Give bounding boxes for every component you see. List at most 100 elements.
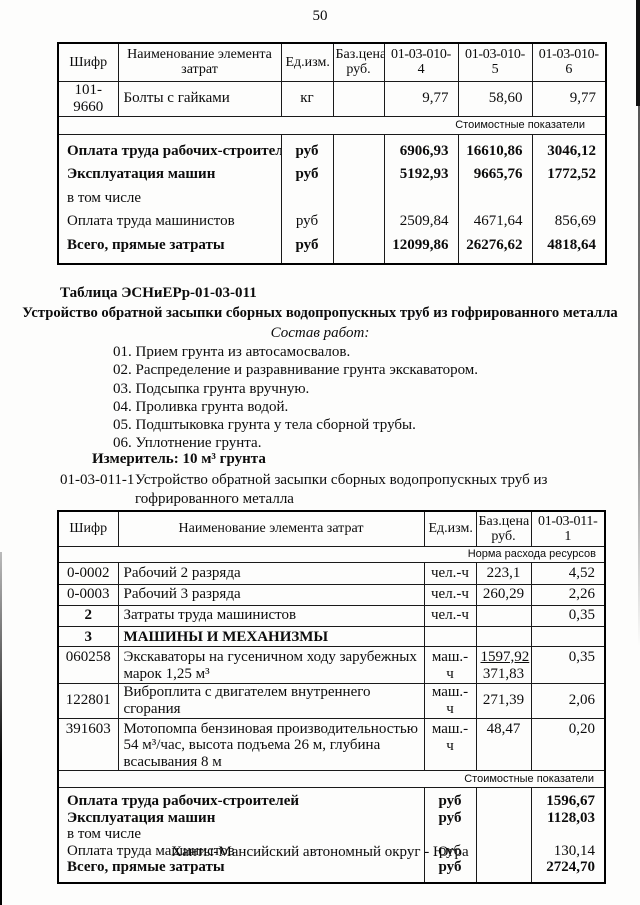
row-value: 0,35	[530, 604, 606, 627]
cost-units: руб руб руб руб	[423, 787, 477, 883]
cost-band-label: Стоимостные показатели	[58, 770, 605, 788]
row-value: 2,06	[530, 682, 606, 719]
row-name: Рабочий 3 разряда	[117, 583, 425, 606]
col-header-norm-2: 01-03-010-5	[457, 42, 533, 82]
row-code: 2	[57, 604, 119, 627]
row-unit: чел.-ч	[423, 604, 477, 627]
table-row: Стоимостные показатели	[58, 115, 606, 135]
row-name: Экскаваторы на гусеничном ходу зарубежны…	[117, 645, 425, 684]
row-code: 0-0003	[57, 583, 119, 606]
cost-base-price-empty	[332, 133, 385, 265]
row-code: 3	[57, 625, 119, 647]
row-code: 060258	[57, 645, 119, 684]
resource-base-price	[332, 80, 385, 117]
row-unit: маш.-ч	[423, 645, 477, 684]
row-unit: маш.-ч	[423, 682, 477, 719]
col-header-norm-1: 01-03-010-4	[383, 42, 459, 82]
row-code: 0-0002	[57, 561, 119, 585]
work-item: 06. Уплотнение грунта.	[113, 435, 262, 452]
table-row: 0-0003 Рабочий 3 разряда чел.-ч 260,29 2…	[57, 583, 606, 606]
resource-value-3: 9,77	[531, 80, 607, 117]
table-01-03-010: Шифр Наименование элемента затрат Ед.изм…	[57, 42, 607, 265]
meter-label: Измеритель: 10 м³ грунта	[92, 451, 266, 467]
table-row: 060258 Экскаваторы на гусеничном ходу за…	[57, 645, 606, 684]
row-name: Мотопомпа бензиновая производительностью…	[117, 717, 425, 771]
work-item: 04. Проливка грунта водой.	[113, 398, 289, 415]
table-row: Шифр Наименование элемента затрат Ед.изм…	[57, 42, 607, 82]
table-row: 122801 Виброплита с двигателем внутренне…	[57, 682, 606, 719]
row-value: 2,26	[530, 583, 606, 606]
row-unit: чел.-ч	[423, 561, 477, 585]
work-item: 02. Распределение и разравнивание грунта…	[113, 362, 479, 379]
col-header-code: Шифр	[57, 510, 119, 547]
page-number: 50	[312, 8, 328, 24]
scan-edge-right	[638, 106, 640, 646]
row-name: Затраты труда машинистов	[117, 604, 425, 627]
table-row: 101-9660 Болты с гайками кг 9,77 58,60 9…	[57, 80, 607, 117]
table-row: Шифр Наименование элемента затрат Ед.изм…	[57, 510, 606, 547]
table-row: 2 Затраты труда машинистов чел.-ч 0,35	[57, 604, 606, 627]
norm-item-code: 01-03-011-1	[60, 472, 135, 488]
cost-labels: Оплата труда рабочих-строителей Эксплуат…	[57, 133, 282, 265]
row-name: Виброплита с двигателем внутреннего сгор…	[117, 682, 425, 719]
table-row: Оплата труда рабочих-строителей Эксплуат…	[57, 133, 607, 265]
scan-edge-left	[0, 552, 2, 905]
row-price: 1597,92 371,83	[475, 645, 532, 684]
row-value: 4,52	[530, 561, 606, 585]
resource-value-1: 9,77	[383, 80, 459, 117]
col-header-base-price: Баз.цена руб.	[332, 42, 385, 82]
row-value: 0,20	[530, 717, 606, 771]
row-value	[530, 625, 606, 647]
section-title: Устройство обратной засыпки сборных водо…	[22, 305, 618, 321]
row-unit: чел.-ч	[423, 583, 477, 606]
row-name: МАШИНЫ И МЕХАНИЗМЫ	[117, 625, 425, 647]
resource-code: 101-9660	[57, 80, 119, 117]
row-price	[475, 625, 532, 647]
norm-item: 01-03-011-1 Устройство обратной засыпки …	[60, 471, 597, 509]
col-header-code: Шифр	[57, 42, 119, 82]
row-price: 271,39	[475, 682, 532, 719]
row-code: 122801	[57, 682, 119, 719]
col-header-name: Наименование элемента затрат	[117, 42, 282, 82]
col-header-unit: Ед.изм.	[280, 42, 334, 82]
page-footer: Ханты-Мансийский автономный округ - Югра	[171, 844, 469, 860]
table-row: Стоимостные показатели	[58, 770, 605, 788]
table-row: 391603 Мотопомпа бензиновая производител…	[57, 717, 606, 771]
table-row: 3 МАШИНЫ И МЕХАНИЗМЫ	[57, 625, 606, 647]
resource-name: Болты с гайками	[117, 80, 282, 117]
col-header-base-price: Баз.цена руб.	[475, 510, 532, 547]
works-label: Состав работ:	[270, 325, 370, 341]
row-unit	[423, 625, 477, 647]
cost-values-1: 6906,93 5192,93 2509,84 12099,86	[383, 133, 459, 265]
row-unit: маш.-ч	[423, 717, 477, 771]
cost-values-2: 16610,86 9665,76 4671,64 26276,62	[457, 133, 533, 265]
table-row: Норма расхода ресурсов	[58, 545, 605, 563]
norm-band-label: Норма расхода ресурсов	[58, 545, 605, 563]
row-code: 391603	[57, 717, 119, 771]
section-table-label: Таблица ЭСНиЕРр-01-03-011	[60, 285, 257, 301]
cost-base-price-empty	[475, 787, 532, 883]
cost-values: 1596,67 1128,03 130,14 2724,70	[530, 787, 606, 883]
row-price: 260,29	[475, 583, 532, 606]
table-row: 0-0002 Рабочий 2 разряда чел.-ч 223,1 4,…	[57, 561, 606, 585]
work-item: 03. Подсыпка грунта вручную.	[113, 380, 310, 397]
cost-units: руб руб руб руб	[280, 133, 334, 265]
table-row: Оплата труда рабочих-строителей Эксплуат…	[57, 787, 606, 883]
cost-band-label: Стоимостные показатели	[58, 115, 606, 135]
col-header-name: Наименование элемента затрат	[117, 510, 425, 547]
row-price: 48,47	[475, 717, 532, 771]
col-header-norm-1: 01-03-011-1	[530, 510, 606, 547]
scan-edge-right-dark	[636, 0, 640, 106]
work-item: 01. Прием грунта из автосамосвалов.	[113, 344, 351, 360]
works-list: 01. Прием грунта из автосамосвалов. 02. …	[113, 343, 478, 453]
row-value: 0,35	[530, 645, 606, 684]
col-header-unit: Ед.изм.	[423, 510, 477, 547]
row-price	[475, 604, 532, 627]
work-item: 05. Подштыковка грунта у тела сборной тр…	[113, 417, 416, 434]
norm-item-desc: Устройство обратной засыпки сборных водо…	[135, 472, 548, 507]
row-price: 223,1	[475, 561, 532, 585]
cost-labels: Оплата труда рабочих-строителей Эксплуат…	[57, 787, 425, 883]
col-header-norm-3: 01-03-010-6	[531, 42, 607, 82]
row-name: Рабочий 2 разряда	[117, 561, 425, 585]
table-01-03-011: Шифр Наименование элемента затрат Ед.изм…	[57, 510, 606, 884]
